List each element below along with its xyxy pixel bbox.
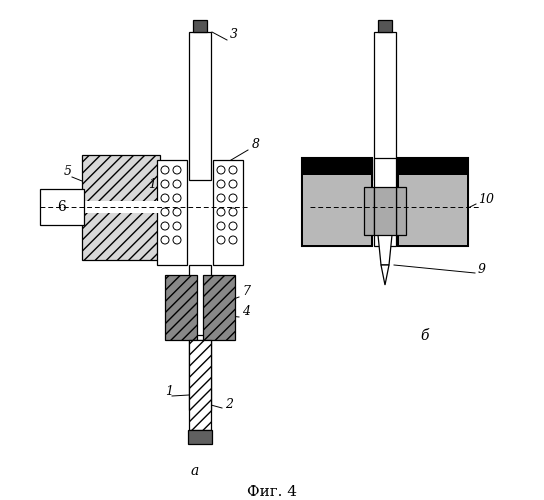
Bar [399,175,467,245]
Text: 11: 11 [330,233,346,246]
Polygon shape [381,265,389,285]
Text: 3: 3 [230,28,238,41]
Bar [189,340,211,410]
Bar [302,158,372,246]
Text: 9: 9 [478,263,486,276]
Bar [189,265,211,335]
Circle shape [161,222,169,230]
Circle shape [217,194,225,202]
Bar [398,158,468,246]
Circle shape [217,222,225,230]
Circle shape [229,194,237,202]
Circle shape [173,194,181,202]
Bar [378,20,392,32]
Text: 5: 5 [64,165,72,178]
Circle shape [217,180,225,188]
Circle shape [229,166,237,174]
Text: 6: 6 [58,200,66,214]
Circle shape [173,180,181,188]
Polygon shape [378,235,392,265]
Bar [40,189,84,225]
Text: б: б [421,329,429,343]
Circle shape [217,236,225,244]
Bar [82,201,160,213]
Bar [364,187,374,235]
Circle shape [161,166,169,174]
Circle shape [173,222,181,230]
Bar [203,275,235,340]
Circle shape [217,208,225,216]
Text: 12: 12 [148,178,164,191]
Bar [213,160,243,265]
Circle shape [173,166,181,174]
Text: 4: 4 [242,305,250,318]
Bar [303,159,371,175]
Text: а: а [191,464,199,478]
Circle shape [173,236,181,244]
Circle shape [229,208,237,216]
Bar [374,187,396,235]
Circle shape [161,236,169,244]
Bar [374,32,396,180]
Circle shape [229,222,237,230]
Bar [374,158,396,246]
Bar [165,275,197,340]
Text: Фиг. 4: Фиг. 4 [247,485,297,499]
Bar [189,340,211,430]
Bar [303,175,371,245]
Text: 1: 1 [165,385,173,398]
Circle shape [217,166,225,174]
Text: 8: 8 [252,138,260,151]
Bar [82,155,160,260]
Bar [189,32,211,180]
Circle shape [173,208,181,216]
Text: 2: 2 [225,398,233,411]
Circle shape [161,180,169,188]
Bar [188,430,212,444]
Bar [157,160,187,265]
Bar [193,20,207,32]
Circle shape [161,208,169,216]
Text: 7: 7 [242,285,250,298]
Text: 10: 10 [478,193,494,206]
Bar [399,159,467,175]
Text: 11: 11 [413,168,429,181]
Circle shape [229,236,237,244]
Bar [396,187,406,235]
Circle shape [161,194,169,202]
Circle shape [229,180,237,188]
